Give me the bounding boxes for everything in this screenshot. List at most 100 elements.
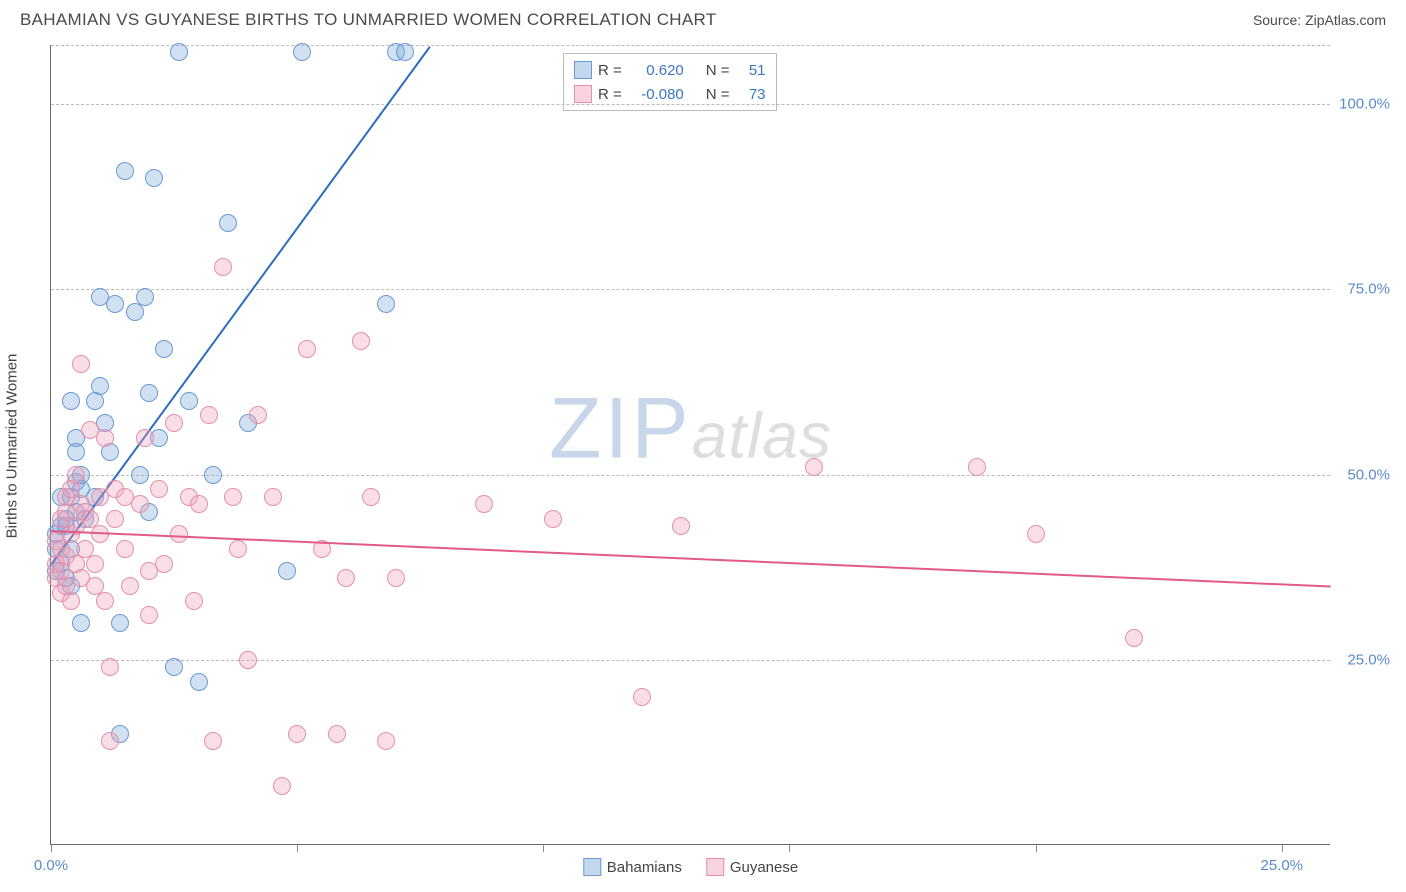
scatter-point	[180, 392, 198, 410]
header: BAHAMIAN VS GUYANESE BIRTHS TO UNMARRIED…	[0, 0, 1406, 37]
scatter-point	[672, 517, 690, 535]
scatter-point	[116, 540, 134, 558]
scatter-point	[140, 606, 158, 624]
scatter-point	[170, 525, 188, 543]
scatter-point	[150, 480, 168, 498]
legend-r-label: R =	[598, 86, 622, 103]
scatter-point	[229, 540, 247, 558]
scatter-point	[121, 577, 139, 595]
scatter-point	[1027, 525, 1045, 543]
scatter-point	[387, 569, 405, 587]
scatter-point	[106, 510, 124, 528]
chart-title: BAHAMIAN VS GUYANESE BIRTHS TO UNMARRIED…	[20, 10, 716, 30]
x-tick	[1282, 844, 1283, 852]
scatter-point	[249, 406, 267, 424]
scatter-point	[155, 555, 173, 573]
plot-area: ZIPatlas R =0.620N =51R =-0.080N =73 Bah…	[50, 45, 1330, 845]
scatter-point	[298, 340, 316, 358]
scatter-point	[805, 458, 823, 476]
scatter-point	[62, 592, 80, 610]
scatter-point	[86, 555, 104, 573]
scatter-point	[264, 488, 282, 506]
series-legend: Bahamians Guyanese	[583, 858, 798, 876]
scatter-point	[968, 458, 986, 476]
scatter-point	[140, 384, 158, 402]
legend-n-value: 73	[736, 86, 766, 103]
x-tick	[297, 844, 298, 852]
scatter-point	[190, 495, 208, 513]
scatter-point	[475, 495, 493, 513]
y-tick-label: 50.0%	[1335, 466, 1390, 483]
scatter-point	[145, 169, 163, 187]
legend-label: Bahamians	[607, 859, 682, 876]
gridline-h	[51, 104, 1330, 105]
legend-r-value: -0.080	[628, 86, 684, 103]
legend-swatch	[583, 858, 601, 876]
x-tick-label: 25.0%	[1260, 857, 1303, 874]
scatter-point	[352, 332, 370, 350]
scatter-point	[165, 414, 183, 432]
watermark-part1: ZIP	[549, 380, 692, 476]
chart-container: ZIPatlas R =0.620N =51R =-0.080N =73 Bah…	[50, 45, 1396, 845]
legend-r-value: 0.620	[628, 62, 684, 79]
legend-label: Guyanese	[730, 859, 798, 876]
correlation-legend: R = 0.620 N = 51 R = -0.080 N = 73	[563, 53, 777, 111]
scatter-point	[111, 614, 129, 632]
scatter-point	[204, 466, 222, 484]
legend-row: R =0.620N =51	[574, 58, 766, 82]
scatter-point	[219, 214, 237, 232]
x-tick-label: 0.0%	[34, 857, 68, 874]
gridline-h	[51, 289, 1330, 290]
trend-line	[51, 530, 1331, 588]
scatter-point	[185, 592, 203, 610]
scatter-point	[288, 725, 306, 743]
scatter-point	[101, 658, 119, 676]
legend-n-value: 51	[736, 62, 766, 79]
y-tick-label: 75.0%	[1335, 281, 1390, 298]
scatter-point	[633, 688, 651, 706]
gridline-h	[51, 45, 1330, 46]
source-label: Source: ZipAtlas.com	[1253, 12, 1386, 28]
scatter-point	[165, 658, 183, 676]
y-tick-label: 100.0%	[1335, 96, 1390, 113]
scatter-point	[72, 355, 90, 373]
scatter-point	[170, 43, 188, 61]
legend-item: Guyanese	[706, 858, 798, 876]
gridline-h	[51, 475, 1330, 476]
x-tick	[51, 844, 52, 852]
legend-n-label: N =	[706, 86, 730, 103]
legend-swatch	[706, 858, 724, 876]
x-tick	[543, 844, 544, 852]
scatter-point	[377, 732, 395, 750]
scatter-point	[204, 732, 222, 750]
scatter-point	[544, 510, 562, 528]
scatter-point	[190, 673, 208, 691]
legend-row: R = -0.080 N = 73	[574, 82, 766, 106]
scatter-point	[116, 162, 134, 180]
scatter-point	[362, 488, 380, 506]
scatter-point	[396, 43, 414, 61]
scatter-point	[377, 295, 395, 313]
scatter-point	[131, 495, 149, 513]
scatter-point	[200, 406, 218, 424]
scatter-point	[273, 777, 291, 795]
scatter-point	[62, 392, 80, 410]
scatter-point	[239, 651, 257, 669]
scatter-point	[155, 340, 173, 358]
scatter-point	[1125, 629, 1143, 647]
y-axis-label: Births to Unmarried Women	[4, 354, 21, 539]
scatter-point	[131, 466, 149, 484]
legend-item: Bahamians	[583, 858, 682, 876]
scatter-point	[106, 295, 124, 313]
x-tick	[1036, 844, 1037, 852]
scatter-point	[136, 288, 154, 306]
scatter-point	[337, 569, 355, 587]
scatter-point	[214, 258, 232, 276]
scatter-point	[328, 725, 346, 743]
scatter-point	[96, 592, 114, 610]
legend-r-label: R =	[598, 62, 622, 79]
scatter-point	[278, 562, 296, 580]
scatter-point	[72, 614, 90, 632]
watermark: ZIPatlas	[549, 379, 832, 478]
scatter-point	[101, 732, 119, 750]
